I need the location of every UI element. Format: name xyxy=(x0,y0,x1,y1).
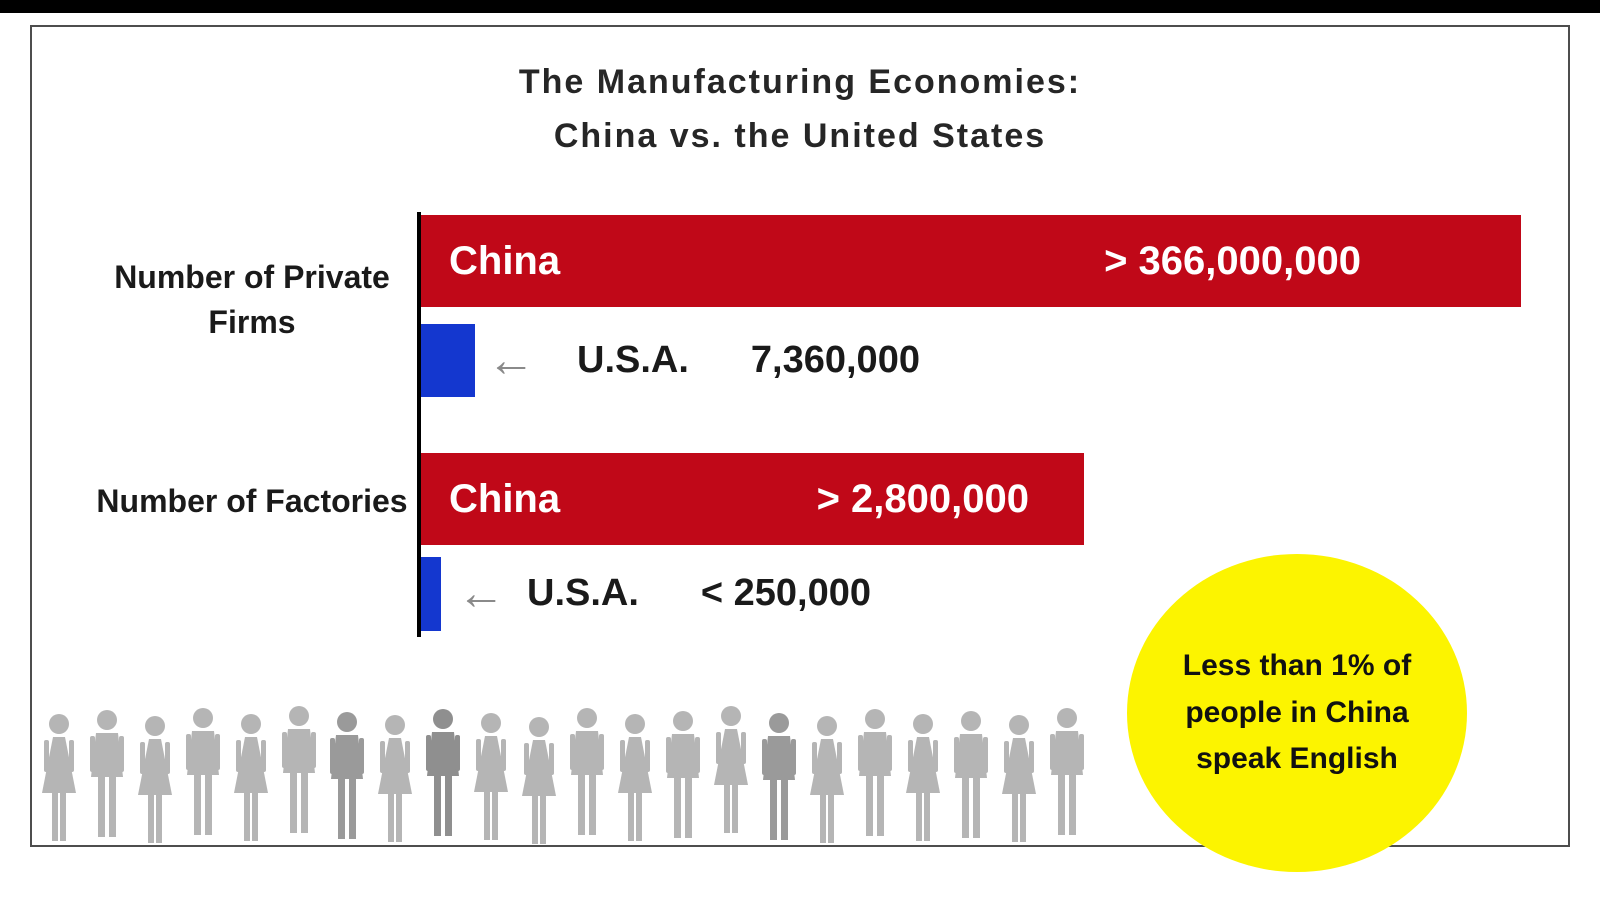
category-label-private-firms: Number of Private Firms xyxy=(114,259,390,340)
people-silhouettes xyxy=(37,705,1102,845)
china-bar-private-firms: China > 366,000,000 xyxy=(421,215,1521,307)
annotation-text: Less than 1% of people in China speak En… xyxy=(1182,649,1412,776)
china-bar-label: China xyxy=(449,238,561,283)
china-bar-factories: China > 2,800,000 xyxy=(421,453,1084,545)
china-bar-label: China xyxy=(449,476,561,521)
annotation-bubble: Less than 1% of people in China speak En… xyxy=(1127,554,1467,872)
china-bar-value: > 366,000,000 xyxy=(1104,238,1361,283)
usa-bar-private-firms xyxy=(421,324,475,397)
usa-bar-factories xyxy=(421,557,441,631)
usa-label-row-factories: ← U.S.A. < 250,000 xyxy=(457,557,871,630)
top-border-line xyxy=(0,0,1600,13)
usa-bar-label: U.S.A. xyxy=(527,572,639,614)
usa-bar-value: 7,360,000 xyxy=(750,339,920,381)
chart-frame: The Manufacturing Economies: China vs. t… xyxy=(30,25,1570,872)
chart-title-line-2: China vs. the United States xyxy=(553,117,1047,156)
category-label-factories: Number of Factories xyxy=(96,483,408,519)
chart-title-line-1: The Manufacturing Economies: xyxy=(518,63,1082,101)
left-arrow-icon: ← xyxy=(457,566,505,620)
axis-baseline xyxy=(417,212,421,637)
usa-label-row-private-firms: ← U.S.A. 7,360,000 xyxy=(487,324,920,397)
china-bar-value: > 2,800,000 xyxy=(816,476,1029,521)
chart-title: The Manufacturing Economies: China vs. t… xyxy=(32,55,1568,164)
usa-bar-label: U.S.A. xyxy=(577,339,689,381)
usa-bar-value: < 250,000 xyxy=(700,572,872,614)
left-arrow-icon: ← xyxy=(487,333,535,387)
crowd-silhouettes-image xyxy=(42,706,1084,844)
